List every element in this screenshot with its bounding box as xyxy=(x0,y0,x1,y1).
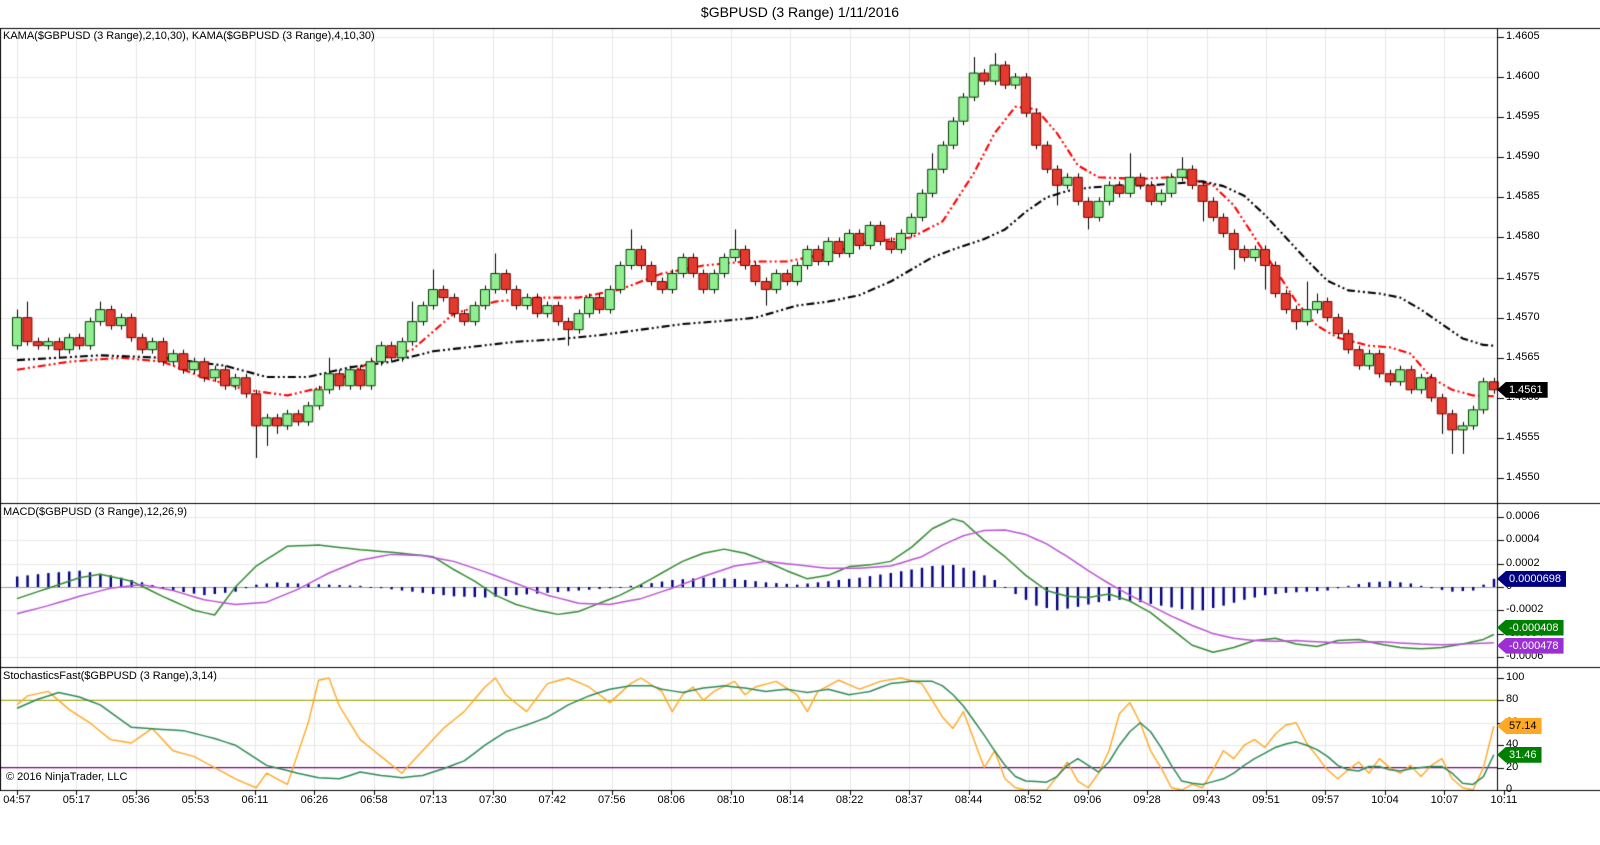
chart-title: $GBPUSD (3 Range) 1/11/2016 xyxy=(700,4,900,20)
x-axis-tick-label: 04:57 xyxy=(3,794,31,806)
x-axis-tick-label: 06:26 xyxy=(300,794,329,806)
x-axis-tick-label: 09:57 xyxy=(1311,794,1340,806)
x-axis-tick-label: 09:06 xyxy=(1073,794,1102,806)
stoch-green-tag: 31.46 xyxy=(1497,746,1542,763)
price-axis-tick-label: 1.4570 xyxy=(1506,310,1540,323)
price-axis-tick-label: 1.4555 xyxy=(1506,430,1540,443)
macd-axis-tick-label: 0.0002 xyxy=(1506,556,1540,569)
x-axis-tick-label: 09:51 xyxy=(1252,794,1280,806)
x-axis-tick-label: 09:28 xyxy=(1133,794,1161,806)
macd-axis-tick-label: 0.0006 xyxy=(1506,510,1540,523)
macd-panel-label: MACD($GBPUSD (3 Range),12,26,9) xyxy=(3,506,188,518)
macd-axis-tick-label: -0.0002 xyxy=(1506,603,1544,616)
price-axis-tick-label: 1.4605 xyxy=(1506,30,1540,42)
price-axis-tick-label: 1.4595 xyxy=(1506,110,1540,123)
x-axis-tick-label: 06:11 xyxy=(241,794,269,806)
x-axis-tick-label: 08:14 xyxy=(776,794,804,806)
macd-signal-tag: -0.000478 xyxy=(1497,637,1564,654)
x-axis-tick-label: 08:22 xyxy=(835,794,864,806)
x-axis-tick-label: 07:56 xyxy=(597,794,626,806)
price-panel-label: KAMA($GBPUSD (3 Range),2,10,30), KAMA($G… xyxy=(3,30,375,42)
x-axis-tick-label: 07:30 xyxy=(479,794,507,806)
x-axis-tick-label: 05:53 xyxy=(181,794,210,806)
stoch-orange-tag: 57.14 xyxy=(1497,718,1542,734)
stoch-axis-tick-label: 20 xyxy=(1506,760,1519,773)
price-axis-tick-label: 1.4585 xyxy=(1506,190,1540,203)
price-axis-tick-label: 1.4575 xyxy=(1506,270,1540,283)
stoch-axis-tick-label: 100 xyxy=(1506,671,1525,683)
x-axis-tick-label: 08:52 xyxy=(1014,794,1042,806)
x-axis-tick-label: 05:36 xyxy=(122,794,150,806)
x-axis-tick-label: 07:42 xyxy=(538,794,567,806)
price-axis-tick-label: 1.4590 xyxy=(1506,150,1540,163)
x-axis-tick-label: 08:44 xyxy=(954,794,983,806)
x-axis-tick-label: 08:10 xyxy=(716,794,745,806)
x-axis-tick-label: 08:37 xyxy=(895,794,923,806)
macd-line-tag: -0.000408 xyxy=(1497,619,1564,636)
x-axis-tick-label: 05:17 xyxy=(62,794,91,806)
macd-hist-tag: 0.0000698 xyxy=(1497,570,1566,587)
stoch-axis-tick-label: 80 xyxy=(1506,693,1519,706)
stoch-panel-label: StochasticsFast($GBPUSD (3 Range),3,14) xyxy=(3,670,217,682)
copyright-text: © 2016 NinjaTrader, LLC xyxy=(6,771,128,783)
stoch-axis-tick-label: 0 xyxy=(1506,783,1513,795)
x-axis-tick-label: 10:07 xyxy=(1430,794,1459,806)
x-axis-tick-label: 07:13 xyxy=(419,794,448,806)
x-axis-tick-label: 08:06 xyxy=(657,794,685,806)
macd-axis-tick-label: 0.0004 xyxy=(1506,533,1540,546)
price-axis-tick-label: 1.4580 xyxy=(1506,230,1540,243)
price-axis-tick-label: 1.4550 xyxy=(1506,470,1540,483)
last-price-tag: 1.4561 xyxy=(1497,381,1548,398)
x-axis-tick-label: 10:04 xyxy=(1371,794,1399,806)
x-axis-tick-label: 09:43 xyxy=(1192,794,1221,806)
price-axis-tick-label: 1.4600 xyxy=(1506,70,1540,83)
price-axis-tick-label: 1.4565 xyxy=(1506,350,1540,363)
x-axis-tick-label: 06:58 xyxy=(360,794,388,806)
x-axis-tick-label: 10:11 xyxy=(1490,794,1518,806)
